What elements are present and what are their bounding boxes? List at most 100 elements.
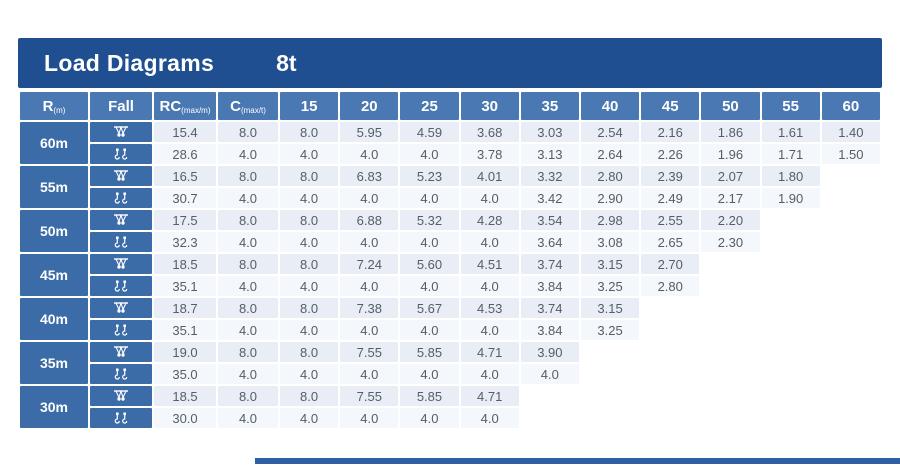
load-cell-25: 5.67: [400, 298, 459, 318]
load-cell-40: 2.80: [580, 166, 640, 186]
load-cell-60: [822, 342, 880, 362]
load-cell-20: 4.0: [340, 188, 399, 208]
load-cell-55: [762, 298, 820, 318]
load-cell-45: [641, 408, 699, 428]
load-cell-60: 1.50: [821, 144, 880, 164]
load-cell-30: 4.53: [460, 298, 519, 318]
load-cell-60: [822, 386, 880, 406]
load-cell-50: [701, 298, 759, 318]
two-fall-icon: [114, 236, 128, 248]
load-cell-20: 5.95: [340, 122, 399, 142]
col-header-c: C(max/t): [218, 92, 278, 120]
load-cell-35: 3.32: [520, 166, 579, 186]
load-cell-20: 4.0: [340, 144, 399, 164]
rc-max-cell: 18.5: [154, 254, 216, 274]
load-cell-30: 4.71: [460, 386, 519, 406]
load-cell-45: 2.65: [641, 232, 700, 252]
c-max-cell: 8.0: [218, 122, 278, 142]
col-header-15: 15: [280, 92, 339, 120]
load-cell-45: [641, 364, 699, 384]
two-fall-icon: [114, 280, 128, 292]
fall-cell: [90, 210, 152, 230]
table-row-55m-two-fall: 30.7 4.0 4.0 4.0 4.0 4.0 3.42 2.90 2.49 2.17 1.90: [20, 188, 880, 208]
load-cell-40: 2.54: [580, 122, 640, 142]
load-cell-45: 2.16: [641, 122, 700, 142]
load-cell-50: [701, 364, 759, 384]
fall-cell: [90, 144, 152, 164]
fall-cell: [90, 386, 152, 406]
col-header-20: 20: [340, 92, 399, 120]
load-cell-25: 5.85: [400, 342, 459, 362]
load-cell-25: 4.0: [400, 408, 459, 428]
table-row-60m-two-fall: 28.6 4.0 4.0 4.0 4.0 3.78 3.13 2.64 2.26 1.96 1.71…: [20, 144, 880, 164]
load-cell-15: 8.0: [280, 342, 339, 362]
load-cell-25: 5.85: [400, 386, 459, 406]
load-cell-35: 4.0: [520, 364, 579, 384]
load-cell-55: [762, 254, 820, 274]
two-fall-icon: [114, 148, 128, 160]
radius-cell: 45m: [20, 254, 88, 296]
fall-cell: [90, 364, 152, 384]
fall-cell: [90, 320, 152, 340]
load-cell-15: 4.0: [280, 408, 339, 428]
load-cell-15: 8.0: [280, 210, 339, 230]
load-cell-30: 4.28: [460, 210, 519, 230]
load-cell-40: [581, 342, 639, 362]
col-header-fall: Fall: [90, 92, 152, 120]
load-cell-50: 1.86: [701, 122, 760, 142]
jib-length-label: 40: [601, 97, 619, 115]
load-cell-55: [762, 320, 820, 340]
col-header-50: 50: [701, 92, 760, 120]
two-fall-icon: [114, 324, 128, 336]
rc-max-cell: 30.7: [154, 188, 216, 208]
load-cell-20: 4.0: [340, 320, 399, 340]
load-cell-45: [641, 298, 699, 318]
load-cell-55: [762, 342, 820, 362]
col-header-rc: RC(max/m): [154, 92, 216, 120]
load-cell-60: 1.40: [821, 122, 880, 142]
load-cell-45: [641, 342, 699, 362]
load-cell-20: 4.0: [340, 232, 399, 252]
jib-length-label: 15: [300, 97, 318, 115]
load-cell-40: 3.15: [580, 298, 640, 318]
load-cell-50: [701, 342, 759, 362]
c-max-cell: 8.0: [218, 342, 278, 362]
load-cell-20: 4.0: [340, 364, 399, 384]
load-cell-45: 2.55: [641, 210, 700, 230]
load-cell-55: [762, 276, 820, 296]
radius-cell: 35m: [20, 342, 88, 384]
fall-cell: [90, 122, 152, 142]
load-cell-55: [762, 386, 820, 406]
load-cell-15: 8.0: [280, 298, 339, 318]
bottom-accent-bar: [255, 458, 900, 464]
load-cell-45: 2.26: [641, 144, 700, 164]
load-cell-55: [762, 364, 820, 384]
fall-cell: [90, 232, 152, 252]
rc-max-cell: 16.5: [154, 166, 216, 186]
load-cell-50: 2.17: [701, 188, 760, 208]
load-cell-20: 7.24: [340, 254, 399, 274]
load-cell-45: [641, 386, 699, 406]
load-cell-35: 3.54: [520, 210, 579, 230]
load-cell-50: [701, 386, 759, 406]
load-cell-25: 5.23: [400, 166, 459, 186]
radius-header-sub: (m): [53, 105, 66, 115]
load-cell-25: 4.0: [400, 276, 459, 296]
fall-cell: [90, 276, 152, 296]
c-max-cell: 8.0: [218, 386, 278, 406]
rc-max-cell: 17.5: [154, 210, 216, 230]
load-cell-60: [822, 232, 880, 252]
load-cell-35: 3.84: [520, 276, 579, 296]
load-cell-30: 4.71: [460, 342, 519, 362]
load-cell-50: [701, 408, 759, 428]
col-header-45: 45: [641, 92, 700, 120]
radius-header-label: R: [42, 97, 54, 115]
table-row-45m-two-fall: 35.1 4.0 4.0 4.0 4.0 4.0 3.84 3.25 2.80: [20, 276, 880, 296]
table-row-60m-four-fall: 60m 15.4 8.0 8.0 5.95 4.59 3.68 3.03 2.54 2.16 1.8…: [20, 122, 880, 164]
load-cell-45: 2.80: [641, 276, 700, 296]
load-cell-30: 3.78: [460, 144, 519, 164]
load-cell-30: 4.0: [460, 320, 519, 340]
jib-length-label: 25: [421, 97, 438, 115]
load-cell-60: [822, 320, 880, 340]
table-row-35m-two-fall: 35.0 4.0 4.0 4.0 4.0 4.0 4.0: [20, 364, 880, 384]
